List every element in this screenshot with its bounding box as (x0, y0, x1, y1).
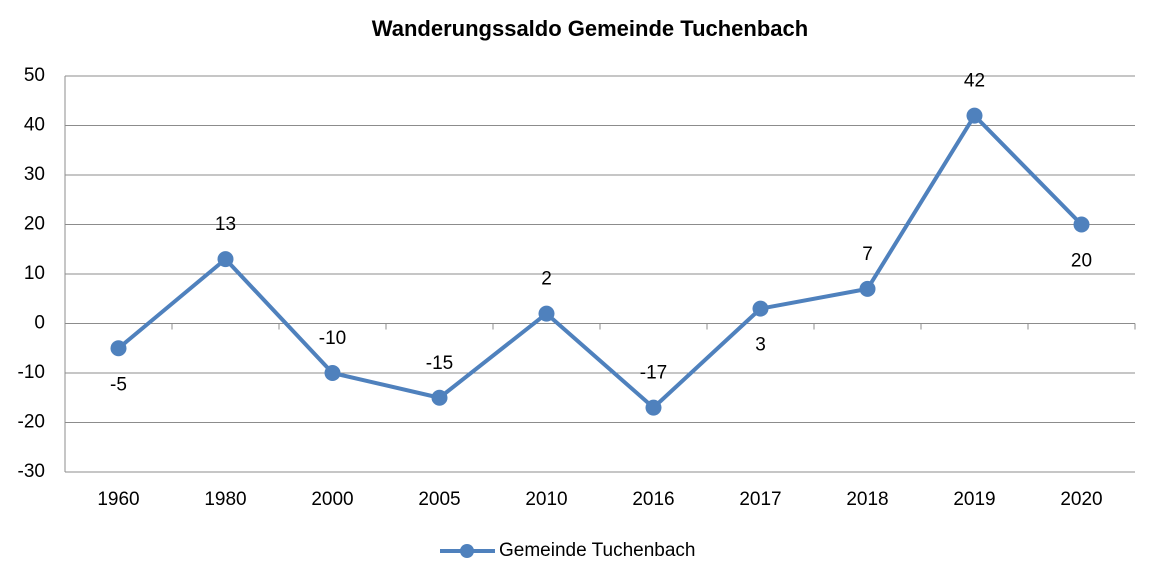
legend-marker (460, 544, 474, 558)
line (117, 113, 1083, 410)
marker (538, 305, 555, 322)
x-tick-label: 2019 (953, 489, 995, 510)
data-label: -15 (426, 353, 453, 374)
chart-title: Wanderungssaldo Gemeinde Tuchenbach (372, 16, 808, 41)
y-tick-label: 50 (24, 65, 45, 86)
marker (752, 300, 769, 317)
marker (645, 399, 662, 416)
y-tick-label: 40 (24, 115, 45, 136)
x-tick-label: 1960 (97, 489, 139, 510)
y-tick-label: 10 (24, 263, 45, 284)
marker (324, 365, 341, 381)
y-tick-label: 30 (24, 164, 45, 185)
x-tick-label: 2005 (418, 489, 460, 510)
data-label: 20 (1071, 251, 1092, 272)
x-tick-label: 2020 (1060, 489, 1102, 510)
x-tick-label: 2010 (525, 489, 567, 510)
y-tick-label: -20 (18, 412, 45, 433)
marker (217, 251, 234, 268)
data-label: 42 (964, 71, 985, 92)
legend-label: Gemeinde Tuchenbach (499, 540, 695, 561)
marker (431, 389, 448, 406)
data-label: -17 (640, 363, 667, 384)
x-tick-label: 2000 (311, 489, 353, 510)
data-label: 3 (755, 335, 766, 356)
data-label: 7 (862, 244, 873, 265)
marker (966, 107, 983, 124)
y-tick-label: 20 (24, 214, 45, 235)
y-tick-label: 0 (34, 313, 45, 334)
data-label: 13 (215, 214, 236, 235)
x-tick-label: 2017 (739, 489, 781, 510)
data-label: -5 (110, 374, 127, 395)
x-tick-label: 1980 (204, 489, 246, 510)
y-tick-label: -10 (18, 362, 45, 383)
y-tick-label: -30 (18, 461, 45, 482)
marker (859, 280, 876, 297)
marker (1073, 216, 1090, 233)
x-tick-label: 2016 (632, 489, 674, 510)
marker (110, 340, 127, 357)
data-label: 2 (541, 269, 552, 290)
x-tick-label: 2018 (846, 489, 888, 510)
data-label: -10 (319, 328, 346, 349)
